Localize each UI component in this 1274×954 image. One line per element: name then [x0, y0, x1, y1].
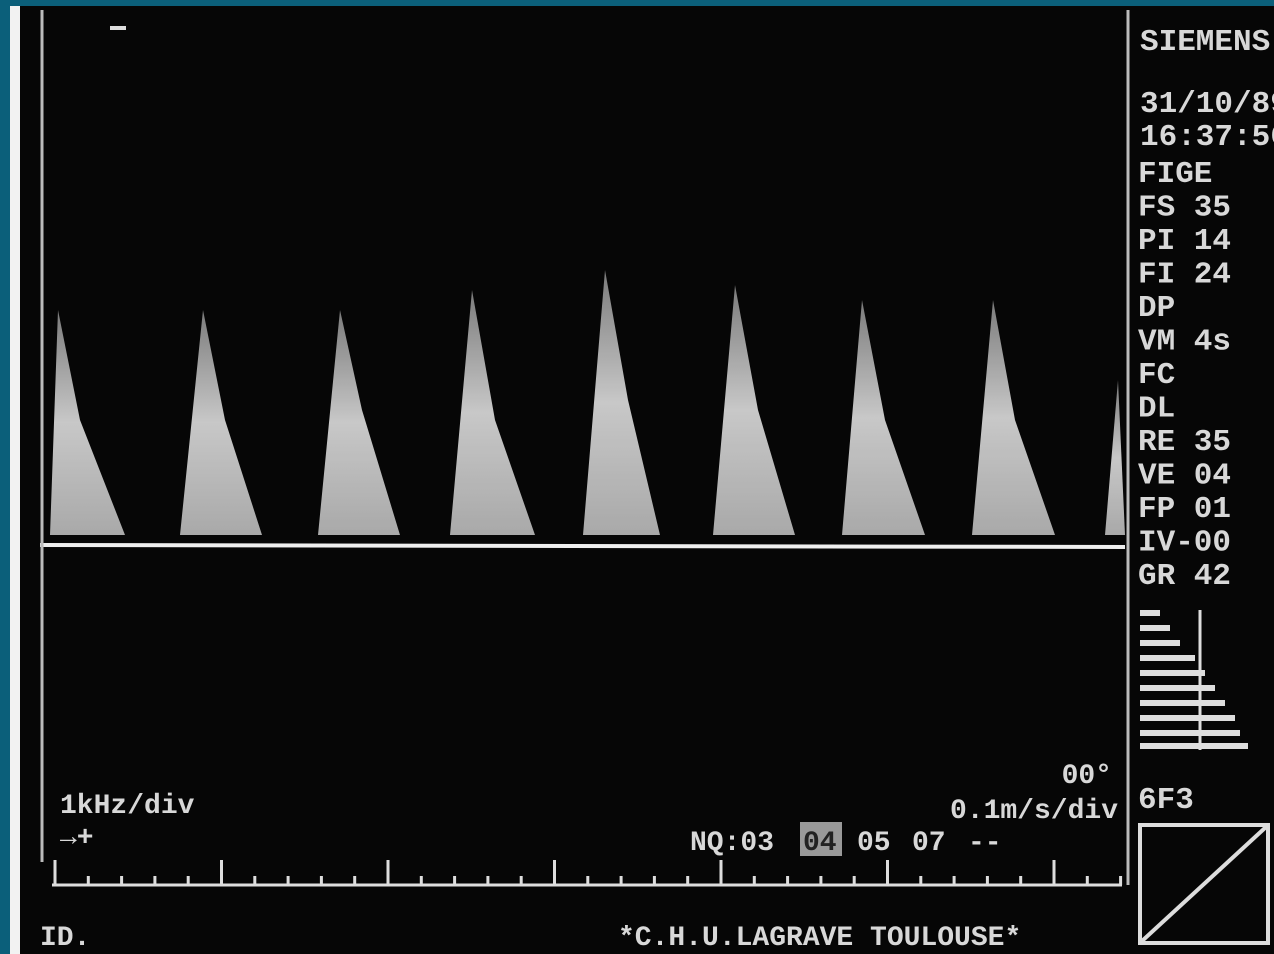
spectral-peak: [972, 300, 1055, 535]
date: 31/10/89: [1140, 87, 1274, 122]
velocity-scale: 0.1m/s/div: [950, 796, 1118, 827]
spectral-peak: [180, 310, 262, 535]
nq-option: 05: [857, 828, 891, 859]
parameter: FC: [1138, 358, 1175, 393]
parameter: GR 42: [1138, 559, 1231, 594]
spectral-peak: [50, 310, 125, 535]
nq-selected: 04: [803, 828, 837, 859]
spectral-peak: [842, 300, 925, 535]
time: 16:37:56: [1140, 120, 1274, 155]
parameter: DL: [1138, 392, 1175, 427]
parameter: VE 04: [1138, 459, 1231, 494]
parameter: FP 01: [1138, 492, 1231, 527]
nq-highlight: [800, 822, 842, 856]
parameter: VM 4s: [1138, 325, 1231, 360]
parameter: DP: [1138, 291, 1175, 326]
frequency-scale: 1kHz/div: [60, 791, 195, 822]
gray-scale-bars: [1140, 610, 1248, 750]
angle: 00°: [1062, 761, 1112, 792]
probe: 6F3: [1138, 783, 1194, 818]
spectral-peak: [713, 285, 795, 535]
baseline: [39, 543, 1126, 549]
doppler-waveform: [50, 270, 1125, 535]
frame-edge: [10, 6, 20, 954]
institution: *C.H.U.LAGRAVE TOULOUSE*: [618, 923, 1021, 954]
direction: →+: [60, 823, 94, 854]
parameter: FS 35: [1138, 191, 1231, 226]
parameter: IV-00: [1138, 526, 1231, 561]
spectral-peak: [1105, 380, 1125, 535]
spectral-peak: [583, 270, 660, 535]
nq-option: --: [968, 828, 1002, 859]
parameter: RE 35: [1138, 425, 1231, 460]
probe-diagonal: [1140, 825, 1268, 943]
probe-box: [1138, 823, 1270, 945]
marker: [110, 26, 126, 30]
patient-id: ID.: [40, 923, 90, 954]
nq-option: 07: [912, 828, 946, 859]
brand: SIEMENS: [1140, 25, 1270, 60]
nq-label: NQ:03: [690, 828, 774, 859]
spectral-peak: [450, 290, 535, 535]
ruler-ticks: [53, 860, 1123, 885]
spectral-peak: [318, 310, 400, 535]
parameter: PI 14: [1138, 224, 1231, 259]
parameter: FI 24: [1138, 258, 1231, 293]
parameter: FIGE: [1138, 157, 1212, 192]
